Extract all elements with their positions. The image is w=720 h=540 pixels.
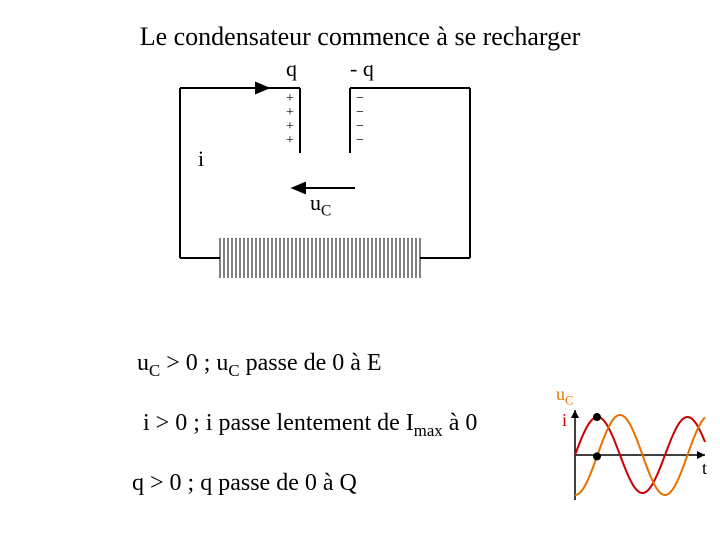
mini-plot: uC i t xyxy=(550,390,710,525)
line-i: i > 0 ; i passe lentement de Imax à 0 xyxy=(143,410,477,441)
mini-uc-label: uC xyxy=(556,384,573,409)
svg-text:+: + xyxy=(286,91,294,106)
svg-text:−: − xyxy=(356,133,364,148)
mini-plot-svg xyxy=(550,390,710,520)
svg-text:−: − xyxy=(356,119,364,134)
charge-label-right: - q xyxy=(350,56,374,82)
charge-label-left: q xyxy=(286,56,297,82)
svg-text:−: − xyxy=(356,91,364,106)
line-q: q > 0 ; q passe de 0 à Q xyxy=(132,470,357,497)
line-uc: uC > 0 ; uC passe de 0 à E xyxy=(137,350,382,381)
circuit-svg: + + + + − − − − xyxy=(150,58,510,308)
svg-text:+: + xyxy=(286,119,294,134)
mini-i-label: i xyxy=(562,410,567,431)
page-title: Le condensateur commence à se recharger xyxy=(0,22,720,52)
svg-text:−: − xyxy=(356,105,364,120)
svg-text:+: + xyxy=(286,105,294,120)
mini-t-label: t xyxy=(702,458,707,479)
svg-text:+: + xyxy=(286,133,294,148)
current-label: i xyxy=(198,146,204,172)
uc-arrow-label: uC xyxy=(310,190,331,220)
circuit-diagram: + + + + − − − − q - q uC i xyxy=(150,58,510,313)
